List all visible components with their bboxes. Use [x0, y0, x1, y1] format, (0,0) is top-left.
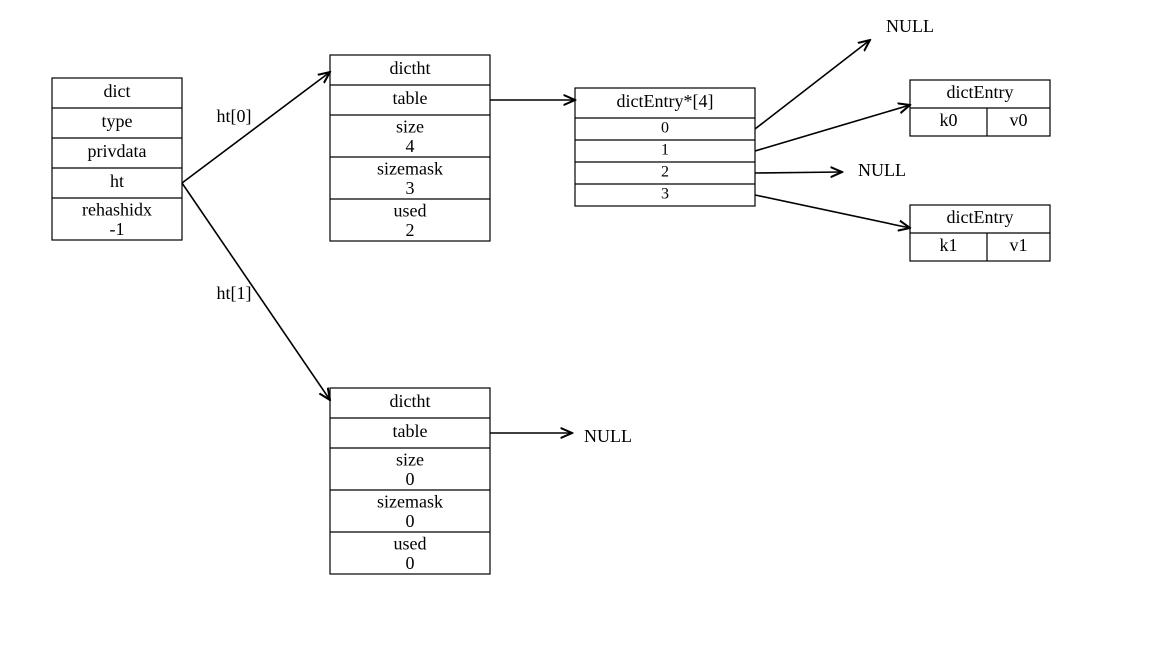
entry-array-title: dictEntry*[4] — [617, 91, 714, 111]
dictht-0-row-2-value: 4 — [406, 136, 415, 156]
dictht-1-row-1-label: table — [393, 421, 428, 441]
entry-array-slot-0: 0 — [661, 120, 669, 137]
null-label-2: NULL — [584, 426, 632, 446]
dictht-0-row-1-label: table — [393, 88, 428, 108]
arrow-3 — [755, 40, 870, 129]
entry-array-slot-3: 3 — [661, 186, 669, 203]
dict-struct-row-1-label: type — [102, 111, 133, 131]
dict-entry-0-key: k0 — [940, 110, 958, 130]
dict-entry-0-title: dictEntry — [947, 82, 1014, 102]
dict-struct-row-0-label: dict — [104, 81, 131, 101]
arrow-5 — [755, 172, 842, 173]
dictht-1-row-3-value: 0 — [406, 511, 415, 531]
dict-entry-1-val: v1 — [1010, 235, 1028, 255]
arrow-0 — [182, 72, 330, 183]
edge-label-1: ht[1] — [217, 283, 252, 303]
dict-struct-row-3-label: ht — [110, 171, 124, 191]
dictht-1-row-4-label: used — [394, 534, 427, 554]
null-label-0: NULL — [886, 16, 934, 36]
dict-entry-1-title: dictEntry — [947, 207, 1014, 227]
dictht-0-row-4-value: 2 — [406, 220, 415, 240]
null-label-1: NULL — [858, 160, 906, 180]
dictht-0-row-0-label: dictht — [390, 58, 431, 78]
dict-struct-row-2-label: privdata — [88, 141, 147, 161]
dict-struct-row-4-label: rehashidx — [82, 200, 152, 220]
dict-entry-1-key: k1 — [940, 235, 958, 255]
edge-label-0: ht[0] — [217, 106, 252, 126]
dictht-0-row-4-label: used — [394, 201, 427, 221]
dict-struct-row-4-value: -1 — [110, 219, 125, 239]
dictht-1-row-4-value: 0 — [406, 553, 415, 573]
dictht-1-row-3-label: sizemask — [377, 492, 443, 512]
entry-array-slot-1: 1 — [661, 142, 669, 159]
dictht-0-row-2-label: size — [396, 117, 424, 137]
dictht-1-row-2-label: size — [396, 450, 424, 470]
dictht-0-row-3-label: sizemask — [377, 159, 443, 179]
arrow-1 — [182, 183, 330, 400]
dict-entry-0-val: v0 — [1010, 110, 1028, 130]
dictht-1-row-0-label: dictht — [390, 391, 431, 411]
dictht-0-row-3-value: 3 — [406, 178, 415, 198]
dictht-1-row-2-value: 0 — [406, 469, 415, 489]
entry-array-slot-2: 2 — [661, 164, 669, 181]
arrow-6 — [755, 195, 910, 228]
